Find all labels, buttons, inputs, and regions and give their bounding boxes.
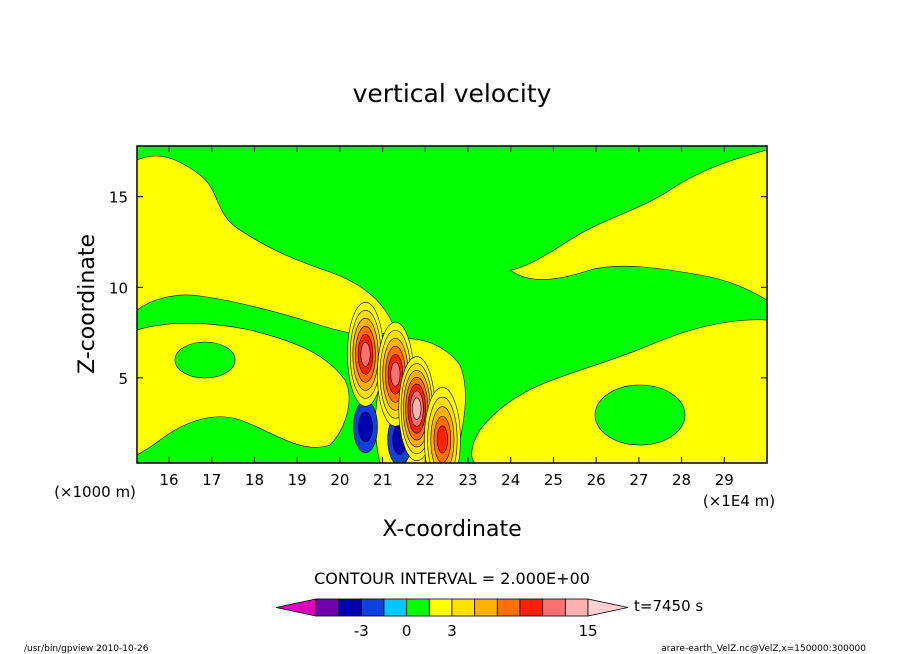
time-label: t=7450 s [634,597,703,615]
green-patch-right [594,384,686,446]
colorbar-tick-label: 0 [402,622,412,640]
x-tick-label: 25 [544,471,563,489]
colorbar-cell [406,598,430,617]
downdraft-contour [358,411,373,443]
x-tick-label: 26 [587,471,606,489]
yellow-band-left-upper [137,155,396,335]
colorbar-arrow-low [275,598,317,617]
y-tick-label: 10 [109,279,128,297]
plot-area [136,145,768,464]
colorbar-cell [474,598,498,617]
x-tick-label: 20 [330,471,349,489]
colorbar-tick-label: 3 [447,622,457,640]
colorbar-cell [360,598,385,617]
colorbar-cell [383,598,408,617]
colorbar: -3 0 3 15 [275,598,629,640]
x-unit-label: (×1E4 m) [703,492,775,510]
x-axis: 16 17 18 19 20 21 22 23 24 25 26 27 28 29 [159,146,734,489]
colorbar-cell [542,598,566,617]
colorbar-cell [428,598,453,617]
colorbar-tick-label: -3 [354,622,369,640]
y-axis-title: Z-coordinate [75,234,100,374]
colorbar-cell [519,598,544,617]
colorbar-cell [338,598,362,617]
x-tick-label: 16 [159,471,178,489]
x-tick-label: 23 [458,471,477,489]
feature-layer [347,302,461,463]
updraft-contour [390,361,401,387]
x-tick-label: 22 [416,471,435,489]
x-tick-label: 27 [629,471,648,489]
plot-frame [136,145,768,464]
colorbar-tick-label: 15 [578,622,597,640]
x-axis-title: X-coordinate [382,517,521,542]
x-tick-label: 24 [501,471,520,489]
colorbar-cell [564,598,589,617]
footer-left: /usr/bin/gpview 2010-10-26 [24,644,149,654]
updraft-contour [360,342,371,367]
y-unit-label: (×1000 m) [54,483,136,501]
x-tick-label: 28 [672,471,691,489]
chart-title: vertical velocity [353,79,552,108]
contour-interval-label: CONTOUR INTERVAL = 2.000E+00 [314,569,590,588]
y-axis: 5 10 15 [109,189,767,388]
y-tick-label: 15 [109,189,128,207]
updraft-contour [436,425,448,454]
colorbar-arrow-high [587,598,629,617]
x-tick-label: 17 [202,471,221,489]
x-tick-label: 21 [373,471,392,489]
x-tick-label: 19 [288,471,307,489]
colorbar-cell [315,598,340,617]
green-patch-left [174,341,236,379]
y-tick-label: 5 [118,370,128,388]
updraft-contour [412,397,422,420]
x-tick-label: 18 [245,471,264,489]
yellow-band-right-upper [509,149,767,301]
footer-right: arare-earth_VelZ.nc@VelZ,x=150000:300000 [661,644,866,654]
colorbar-cell [496,598,521,617]
colorbar-cell [451,598,476,617]
x-tick-label: 29 [715,471,734,489]
